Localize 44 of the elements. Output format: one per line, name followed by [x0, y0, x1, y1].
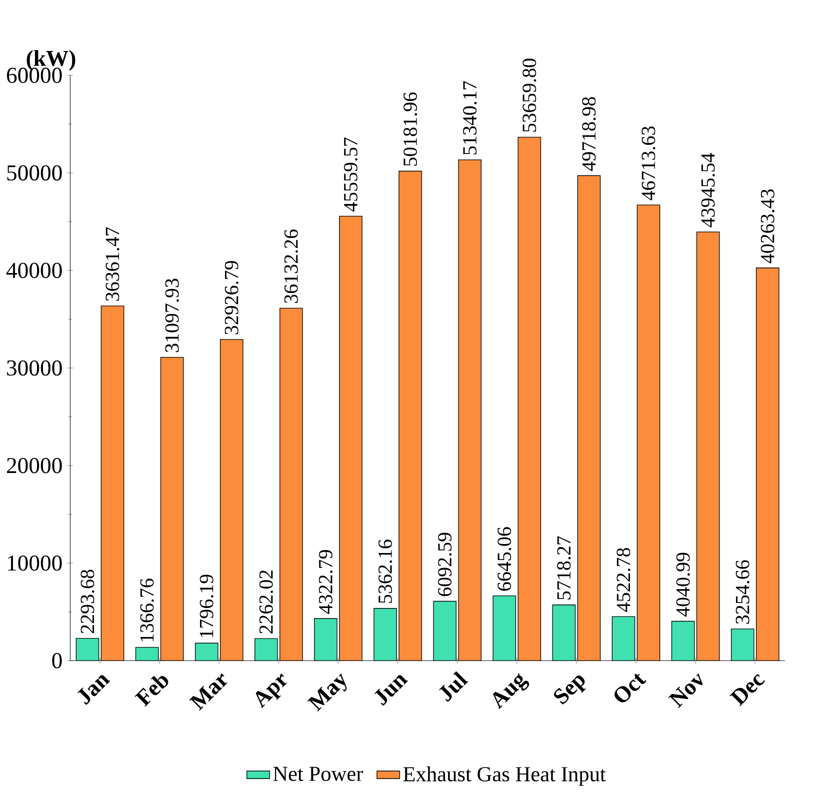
x-tick-label: Mar [189, 673, 228, 711]
data-label: 6092.59 [438, 532, 452, 596]
data-label: 46713.63 [642, 126, 656, 200]
x-tick-label: Feb [134, 676, 168, 707]
x-tick-label: Nov [668, 673, 703, 708]
data-label: 3254.66 [736, 560, 750, 624]
data-label: 36132.26 [284, 230, 298, 303]
data-label: 32926.79 [224, 261, 238, 334]
data-label: 5718.27 [557, 536, 571, 600]
legend-label: Exhaust Gas Heat Input [403, 766, 606, 786]
y-tick-label: 30000 [7, 360, 62, 376]
y-tick-label: 20000 [7, 458, 62, 474]
data-label: 43945.54 [701, 153, 715, 228]
x-tick-label: Jan [78, 675, 110, 705]
data-label: 40263.43 [760, 189, 774, 264]
x-tick-label: Sep [554, 676, 586, 704]
data-label: 5362.16 [378, 540, 392, 603]
x-tick-label: Jun [374, 675, 408, 706]
x-tick-label: Oct [614, 674, 646, 702]
data-label: 45559.57 [344, 138, 358, 212]
data-label: 1366.76 [140, 578, 154, 642]
data-label: 2262.02 [259, 570, 273, 634]
x-tick-label: Aug [493, 673, 530, 710]
data-label: 4322.79 [318, 550, 332, 614]
y-tick-label: 0 [52, 653, 62, 668]
data-label: 51340.17 [463, 81, 477, 154]
y-tick-label: 50000 [7, 165, 62, 181]
x-tick-label: Apr [256, 674, 287, 708]
data-label: 2293.68 [80, 570, 94, 634]
data-label: 1796.19 [200, 574, 214, 638]
y-tick-label: 40000 [6, 262, 62, 278]
data-label: 6645.06 [498, 527, 512, 591]
data-label: 31097.93 [165, 278, 179, 352]
data-label: 4522.78 [616, 548, 630, 612]
data-label: 53659.80 [522, 58, 536, 132]
data-label: 36361.47 [106, 227, 120, 301]
data-label: 4040.99 [676, 552, 690, 617]
y-tick-label: 10000 [8, 555, 62, 571]
data-label: 49718.98 [582, 97, 596, 171]
legend-label: Net Power [273, 766, 364, 782]
data-label: 50181.96 [403, 92, 418, 166]
x-tick-label: Dec [730, 674, 765, 706]
x-tick-label: Jul [439, 671, 468, 702]
x-tick-label: May [307, 673, 347, 712]
